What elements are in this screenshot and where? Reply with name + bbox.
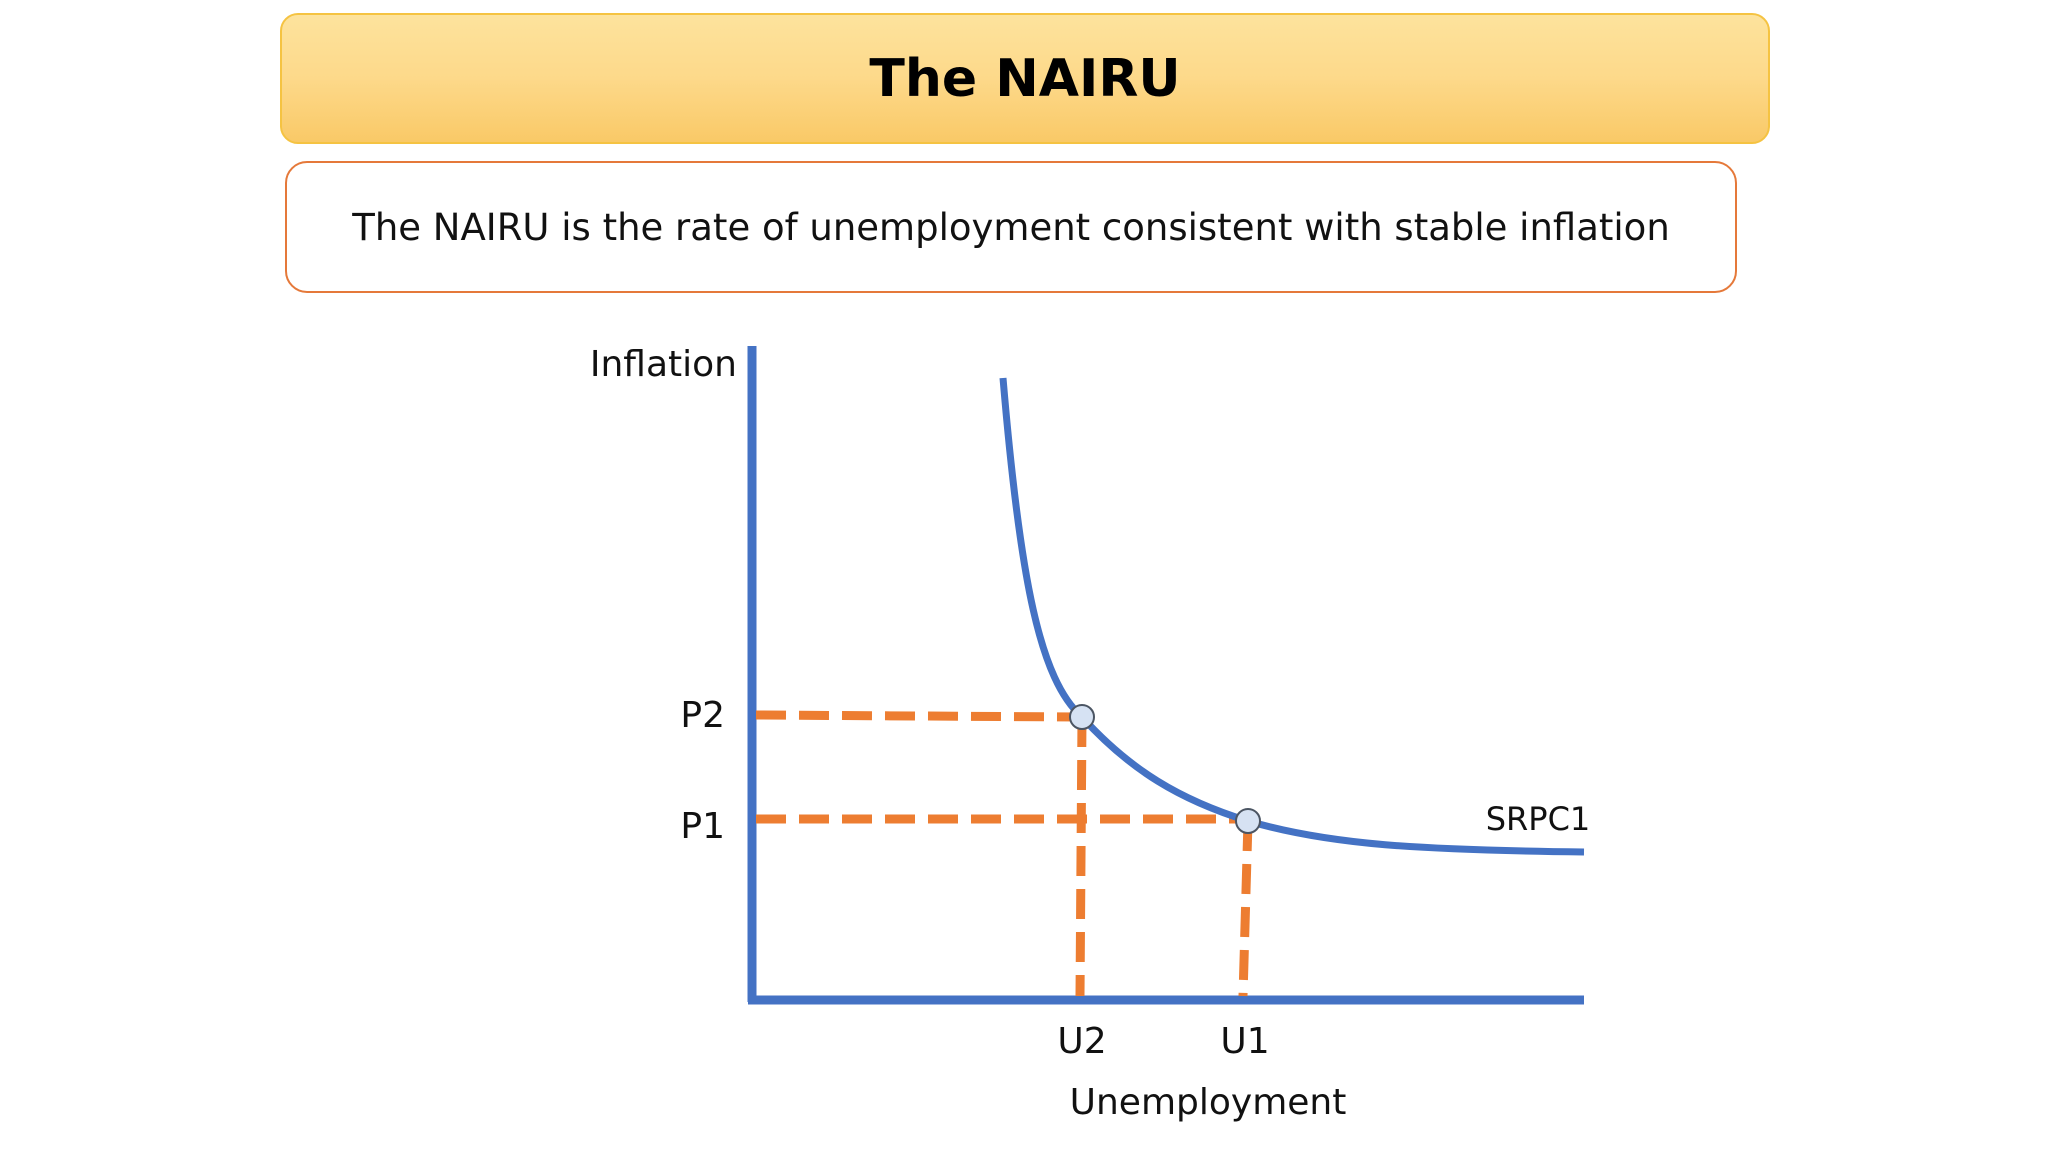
u1-guide-line bbox=[1238, 820, 1253, 997]
u2-guide-line bbox=[1075, 716, 1087, 997]
definition-text: The NAIRU is the rate of unemployment co… bbox=[352, 205, 1670, 249]
x-tick-u1: U1 bbox=[1220, 1021, 1269, 1062]
x-tick-u2: U2 bbox=[1057, 1021, 1106, 1062]
point-u2-p2 bbox=[1069, 704, 1095, 730]
point-u1-p1 bbox=[1235, 808, 1261, 834]
y-axis-label: Inflation bbox=[590, 344, 737, 385]
p2-guide-line bbox=[755, 710, 1083, 722]
y-tick-p2: P2 bbox=[680, 695, 725, 736]
x-axis-label: Unemployment bbox=[1070, 1082, 1347, 1123]
title-banner: The NAIRU bbox=[280, 13, 1770, 144]
page-title: The NAIRU bbox=[869, 48, 1181, 109]
srpc1-label: SRPC1 bbox=[1486, 800, 1591, 838]
y-tick-p1: P1 bbox=[680, 806, 725, 847]
definition-box: The NAIRU is the rate of unemployment co… bbox=[285, 161, 1737, 293]
srpc1-curve bbox=[999, 377, 1585, 856]
